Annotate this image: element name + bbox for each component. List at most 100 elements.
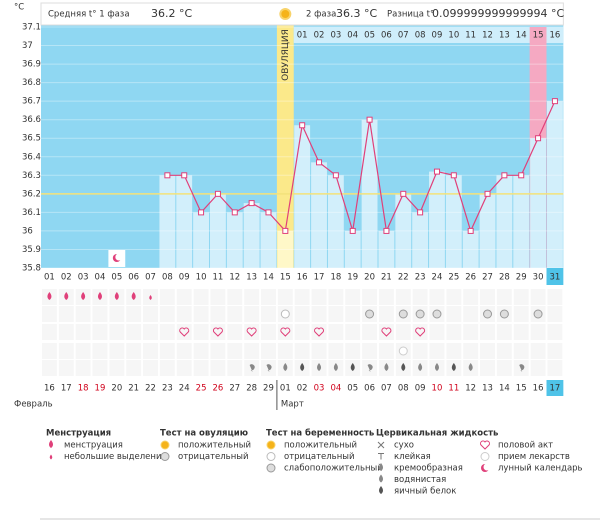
- y-tick-label: 36.9: [22, 60, 41, 70]
- icon-drop: [131, 292, 136, 300]
- icon-heart: [179, 327, 190, 337]
- cell: [277, 289, 293, 305]
- icon-mucus: [300, 363, 305, 371]
- y-tick-label: 36.8: [22, 78, 41, 88]
- cell: [446, 306, 462, 322]
- cell: [311, 324, 327, 340]
- cell: [277, 343, 293, 359]
- cell: [176, 324, 192, 340]
- x-tick-label: 27: [482, 273, 493, 283]
- icon-heart: [280, 327, 291, 337]
- date-label: 14: [499, 384, 510, 394]
- date-label: 12: [465, 384, 476, 394]
- y-tick-label: 36.1: [22, 208, 41, 218]
- icon-drop: [81, 292, 86, 300]
- header-label: Средняя t° 1 фаза: [48, 10, 130, 20]
- date-label: 27: [229, 384, 240, 394]
- x-tick-label: 02: [61, 273, 72, 283]
- legend-item: половой акт: [498, 441, 553, 451]
- y-tick-label: 35.8: [22, 264, 41, 274]
- cell: [379, 324, 394, 340]
- cell: [126, 343, 142, 359]
- cell: [530, 343, 546, 359]
- x-tick-label: 10: [196, 273, 207, 283]
- temp-marker: [265, 209, 272, 216]
- temp-marker: [316, 159, 323, 166]
- cell: [42, 324, 57, 340]
- x-tick-label: 26: [465, 273, 476, 283]
- cell: [412, 343, 428, 359]
- temp-marker: [450, 172, 457, 179]
- temp-marker: [433, 168, 440, 175]
- icon-mucus: [401, 363, 406, 371]
- cell: [277, 324, 293, 340]
- date-label: 18: [78, 384, 89, 394]
- cell: [58, 306, 74, 322]
- temp-column: [327, 175, 344, 268]
- icon-moon: [483, 463, 491, 471]
- phase2-day: 11: [465, 31, 476, 41]
- cell: [210, 306, 226, 322]
- x-tick-label: 12: [229, 273, 240, 283]
- x-tick-label: 08: [162, 273, 173, 283]
- x-tick-label: 22: [398, 273, 409, 283]
- temp-marker: [518, 172, 525, 179]
- header-label: Разница t°: [387, 10, 434, 20]
- cell: [227, 306, 243, 322]
- x-tick-label: 20: [364, 273, 375, 283]
- cell: [75, 360, 91, 376]
- icon-test: [415, 309, 425, 319]
- temp-marker: [214, 190, 221, 197]
- x-tick-label: 06: [128, 273, 139, 283]
- cell: [311, 289, 327, 305]
- cell: [58, 324, 74, 340]
- x-tick-label: 23: [415, 273, 426, 283]
- cell: [227, 289, 243, 305]
- icon-heart: [246, 327, 257, 337]
- date-label: 17: [550, 384, 561, 394]
- phase2-day: 07: [398, 31, 409, 41]
- temp-column: [513, 175, 530, 268]
- cell: [92, 306, 108, 322]
- cell: [92, 324, 108, 340]
- temp-marker: [282, 227, 289, 234]
- cell: [176, 343, 192, 359]
- temp-column: [260, 212, 277, 268]
- legend-item: водянистая: [394, 475, 446, 485]
- cell: [109, 343, 125, 359]
- temp-marker: [484, 190, 491, 197]
- cell: [159, 360, 175, 376]
- date-label: 07: [381, 384, 392, 394]
- cell: [379, 306, 394, 322]
- cell: [143, 306, 158, 322]
- icon-test: [266, 440, 276, 450]
- icon-test: [266, 452, 276, 461]
- phase2-day: 12: [482, 31, 493, 41]
- cell: [395, 289, 411, 305]
- temp-column: [159, 175, 176, 268]
- cell: [463, 306, 479, 322]
- icon-mucus: [434, 363, 439, 371]
- y-tick-label: 36.7: [22, 97, 41, 107]
- legend-item: менструация: [64, 441, 123, 451]
- cell: [261, 306, 276, 322]
- legend-item: отрицательный: [178, 452, 248, 462]
- month-label: Март: [281, 400, 304, 410]
- x-tick-label: 31: [550, 273, 561, 283]
- temp-column: [412, 212, 429, 268]
- x-tick-label: 05: [111, 273, 122, 283]
- cell: [193, 289, 209, 305]
- icon-mucus: [249, 364, 255, 372]
- cell: [159, 324, 175, 340]
- cell: [311, 343, 327, 359]
- cell: [463, 289, 479, 305]
- temp-column: [277, 230, 294, 268]
- cell: [42, 306, 57, 322]
- phase2-day: 16: [550, 31, 561, 41]
- icon-mucus: [384, 363, 389, 371]
- temp-marker: [366, 116, 373, 123]
- cell: [109, 360, 125, 376]
- y-tick-label: 36.5: [22, 134, 41, 144]
- cell: [412, 289, 428, 305]
